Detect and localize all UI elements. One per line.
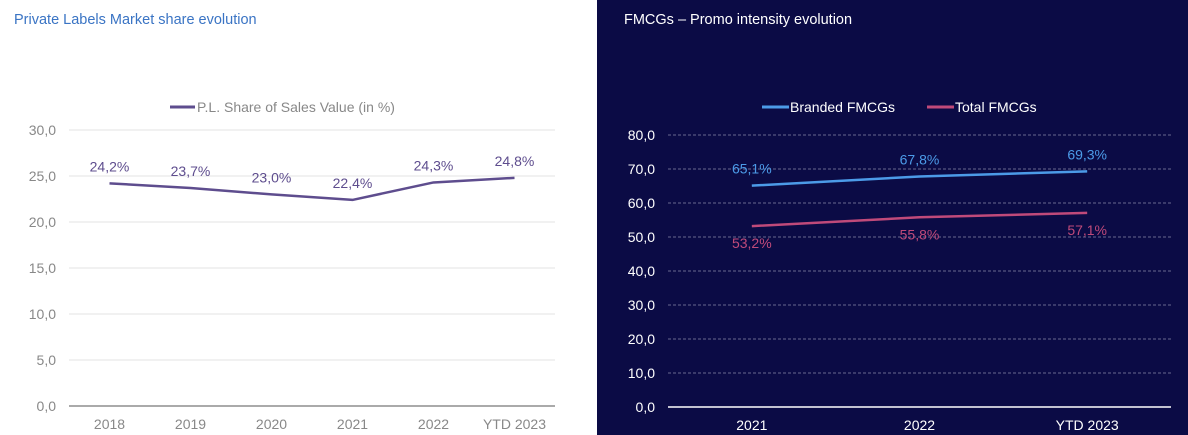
series-line-branded-fmcgs	[751, 170, 1088, 187]
left-chart-panel: Private Labels Market share evolution 0,…	[0, 0, 584, 435]
y-tick-label: 5,0	[37, 352, 57, 368]
y-tick-label: 30,0	[29, 122, 56, 138]
data-label: 67,8%	[900, 151, 940, 167]
y-tick-label: 30,0	[628, 297, 655, 313]
y-tick-label: 10,0	[628, 365, 655, 381]
data-label: 24,2%	[90, 158, 130, 174]
y-tick-label: 60,0	[628, 195, 655, 211]
y-tick-label: 20,0	[29, 214, 56, 230]
x-tick-label: 2020	[256, 416, 287, 432]
y-tick-label: 80,0	[628, 127, 655, 143]
data-label: 53,2%	[732, 235, 772, 251]
series-line-pl-share	[109, 176, 515, 202]
right-chart-title: FMCGs – Promo intensity evolution	[624, 12, 853, 28]
series-line-total-fmcgs	[751, 211, 1088, 228]
y-tick-label: 0,0	[636, 399, 656, 415]
y-tick-label: 0,0	[37, 398, 57, 414]
x-tick-label: 2019	[175, 416, 206, 432]
y-tick-label: 15,0	[29, 260, 56, 276]
x-tick-label: 2018	[94, 416, 125, 432]
data-label: 24,3%	[414, 157, 454, 173]
y-tick-label: 70,0	[628, 161, 655, 177]
data-label: 22,4%	[333, 175, 373, 191]
y-tick-label: 10,0	[29, 306, 56, 322]
data-label: 23,0%	[252, 169, 292, 185]
left-chart-title: Private Labels Market share evolution	[14, 12, 257, 28]
data-label: 65,1%	[732, 161, 772, 177]
y-tick-label: 25,0	[29, 168, 56, 184]
x-tick-label: YTD 2023	[1056, 417, 1119, 433]
y-tick-label: 20,0	[628, 331, 655, 347]
data-label: 24,8%	[495, 153, 535, 169]
data-label: 69,3%	[1067, 146, 1107, 162]
x-tick-label: 2022	[904, 417, 935, 433]
right-chart-panel: FMCGs – Promo intensity evolution 0,0 10,…	[597, 0, 1188, 435]
x-tick-label: YTD 2023	[483, 416, 546, 432]
pl-share-chart: 0,0 5,0 10,0 15,0 20,0 25,0 30,0 2018 2019 2020 20…	[29, 99, 555, 432]
x-tick-label: 2022	[418, 416, 449, 432]
x-tick-label: 2021	[337, 416, 368, 432]
promo-intensity-chart: 0,0 10,0 20,0 30,0 40,0 50,0 60,0 70,0 80,0 2021 2…	[628, 99, 1171, 433]
x-tick-label: 2021	[736, 417, 767, 433]
data-label: 23,7%	[171, 163, 211, 179]
legend-label: Total FMCGs	[955, 99, 1037, 115]
legend-label: P.L. Share of Sales Value (in %)	[197, 99, 395, 115]
data-label: 55,8%	[900, 226, 940, 242]
y-tick-label: 50,0	[628, 229, 655, 245]
legend-label: Branded FMCGs	[790, 99, 895, 115]
data-label: 57,1%	[1067, 222, 1107, 238]
y-tick-label: 40,0	[628, 263, 655, 279]
